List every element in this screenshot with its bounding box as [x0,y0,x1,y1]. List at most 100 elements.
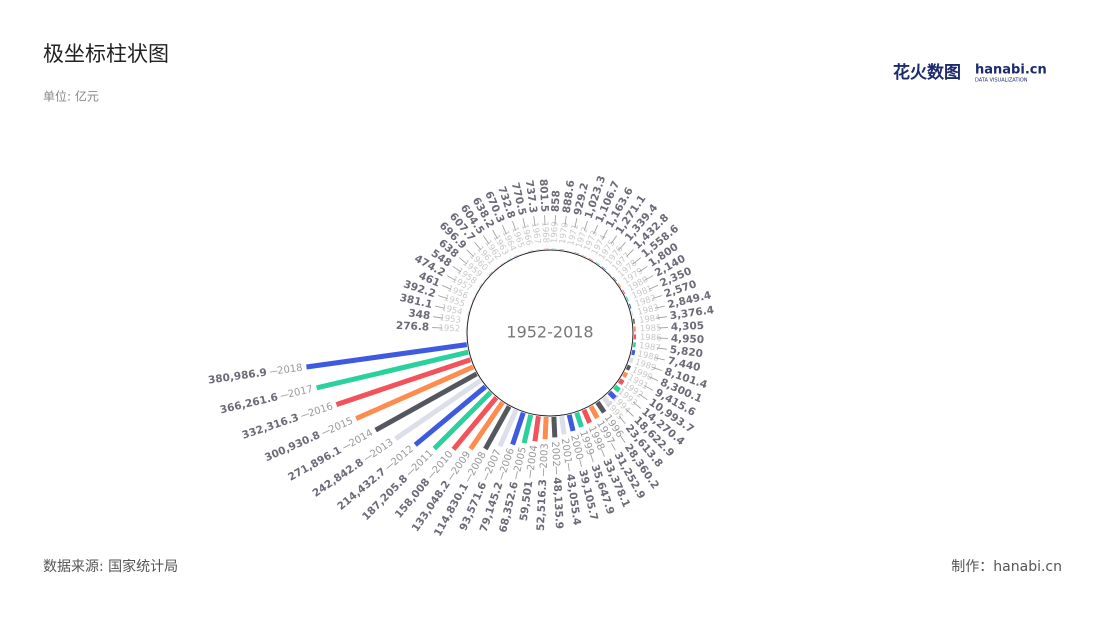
leader-line [618,415,626,425]
leader-line [632,257,642,265]
chart-subtitle: 单位: 亿元 [43,89,99,104]
bar [468,400,505,451]
year-label: 2016 [307,401,335,420]
chart-title: 极坐标柱状图 [43,42,169,66]
leader-line [386,463,394,469]
year-label: 2018 [277,363,304,377]
leader-line [655,305,665,309]
leader-line [529,469,532,478]
leader-line [466,249,474,257]
center-label: 1952-2018 [506,323,593,342]
bar [306,342,468,370]
logo-text: hanabi.cn [975,63,1047,78]
year-label: 2003 [539,443,551,469]
leader-line [574,218,578,228]
year-label: 1971 [566,223,581,246]
leader-line [567,462,570,472]
leader-line [482,235,490,245]
leader-line [364,454,372,461]
leader-line [492,229,498,239]
year-label: 1969 [550,221,561,243]
bar [551,416,558,438]
leader-line [446,275,456,281]
logo-mark: 花火数图 [893,62,961,83]
bar [432,390,493,451]
year-label: 1986 [640,333,662,344]
leader-line [652,295,663,300]
leader-line [512,220,517,231]
leader-line [620,435,626,443]
year-label: 1966 [519,223,534,246]
leader-line [638,393,648,401]
leader-line [579,459,582,468]
leader-line [648,376,659,382]
bar [566,414,576,432]
leader-line [632,401,642,409]
source: 数据来源: 国家统计局 [43,558,178,575]
leader-line [644,385,654,391]
year-label: 1983 [637,303,660,318]
leader-line [515,471,518,480]
bar [374,371,478,433]
year-label: 2017 [287,384,314,401]
leader-line [522,218,526,228]
leader-line [583,220,588,231]
value-label: 888.6 [561,179,577,214]
bar [497,408,519,448]
leader-line [441,284,452,290]
value-label: 348 [408,307,431,322]
leader-line [452,265,462,273]
bar [483,405,512,451]
value-label: 48,135.9 [551,477,565,529]
year-label: 1988 [636,349,659,364]
credit: 制作：hanabi.cn [951,559,1062,575]
bar [316,349,469,391]
leader-line [656,316,667,319]
leader-line [269,370,278,373]
bar [595,400,607,414]
leader-line [644,275,654,281]
year-label: 2002 [549,441,561,467]
leader-line [322,429,330,434]
year-label: 2004 [526,445,540,472]
year-label: 2001 [559,438,573,465]
leader-line [407,468,415,476]
year-label: 1967 [529,222,542,245]
year-label: 1984 [639,313,662,326]
value-label: 5,820 [669,344,704,360]
bar [532,415,541,442]
value-label: 332,316.3 [241,412,301,442]
bar [335,357,472,407]
value-label: 858 [550,190,563,212]
value-label: 366,261.6 [219,391,279,416]
leader-line [533,216,536,227]
bar [588,405,600,420]
leader-line [343,443,351,449]
leader-line [429,471,436,479]
leader-line [500,471,504,480]
leader-line [593,224,599,235]
leader-line [602,229,608,239]
bar [617,378,625,386]
leader-line [656,347,667,350]
year-label: 1970 [558,222,571,245]
bar [628,357,634,364]
logo-tagline: DATA VISUALIZATION [975,78,1028,84]
leader-line [301,413,310,417]
value-label: 59,501 [518,480,535,522]
leader-line [458,257,468,265]
leader-line [626,409,634,417]
leader-line [590,454,594,463]
leader-line [484,472,489,481]
value-label: 4,950 [671,333,705,347]
leader-line [652,366,663,371]
year-label: 1985 [640,323,662,334]
bar [625,364,632,371]
year-label: 2015 [327,416,355,436]
leader-line [474,241,482,251]
leader-line [433,316,444,319]
value-label: 801.5 [537,179,551,213]
leader-line [618,241,626,251]
leader-line [280,394,289,397]
